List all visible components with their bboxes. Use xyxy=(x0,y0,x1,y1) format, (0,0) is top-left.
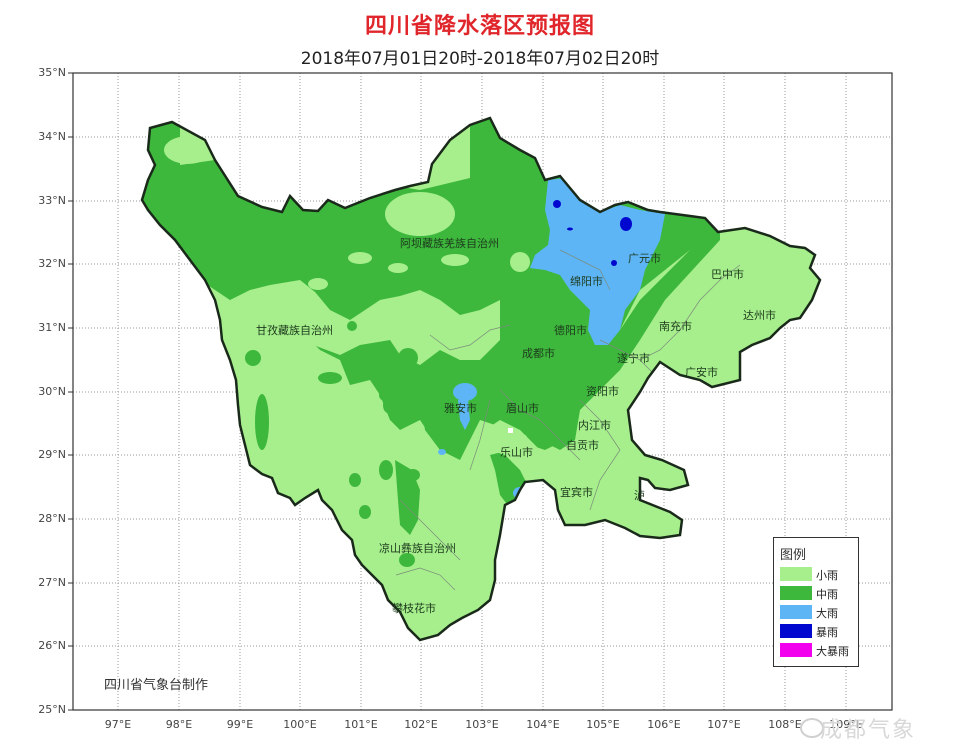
city-label-guangan: 广安市 xyxy=(685,366,718,379)
legend-label: 大雨 xyxy=(816,607,838,620)
region-label-ganzi: 甘孜藏族自治州 xyxy=(256,324,333,337)
lat-label-33: 33°N xyxy=(38,194,66,207)
city-label-guangyuan: 广元市 xyxy=(628,252,661,265)
city-label-deyang: 德阳市 xyxy=(554,324,587,337)
producer-credit: 四川省气象台制作 xyxy=(104,678,209,693)
map-title: 四川省降水落区预报图 xyxy=(364,14,595,39)
lat-label-32: 32°N xyxy=(38,257,66,270)
city-label-leshan: 乐山市 xyxy=(500,446,533,459)
lon-label-100: 100°E xyxy=(283,718,317,731)
legend-label: 小雨 xyxy=(816,569,838,582)
legend-title: 图例 xyxy=(780,548,807,563)
city-label-yibin: 宜宾市 xyxy=(560,486,593,499)
legend-label: 大暴雨 xyxy=(816,645,849,658)
city-label-ziyang: 资阳市 xyxy=(586,385,619,398)
legend-label: 中雨 xyxy=(816,588,838,601)
lat-label-26: 26°N xyxy=(38,639,66,652)
region-label-liangshan: 凉山彝族自治州 xyxy=(379,542,456,555)
watermark: 成都气象 xyxy=(820,718,917,743)
city-label-meishan: 眉山市 xyxy=(506,402,539,415)
city-label-panzhihua: 攀枝花市 xyxy=(392,602,436,615)
moderate-rain-swatch xyxy=(780,586,812,600)
map-subtitle: 2018年07月01日20时-2018年07月02日20时 xyxy=(300,49,660,69)
lon-label-98: 98°E xyxy=(165,718,193,731)
lon-label-107: 107°E xyxy=(707,718,741,731)
legend-label: 暴雨 xyxy=(816,626,838,639)
lat-label-35: 35°N xyxy=(38,66,66,79)
city-label-yaan: 雅安市 xyxy=(444,402,477,415)
weibo-logo-icon xyxy=(800,718,824,738)
rainstorm-swatch xyxy=(780,624,812,638)
lat-label-31: 31°N xyxy=(38,321,66,334)
lon-label-105: 105°E xyxy=(586,718,620,731)
legend: 图例 小雨 中雨 大雨 暴雨 大暴雨 xyxy=(773,537,859,667)
lon-label-109: 109°E xyxy=(829,718,863,731)
heavy-rainstorm-swatch xyxy=(780,643,812,657)
lon-label-104: 104°E xyxy=(526,718,560,731)
city-label-suining: 遂宁市 xyxy=(617,352,650,365)
lon-label-103: 103°E xyxy=(465,718,499,731)
lon-label-101: 101°E xyxy=(344,718,378,731)
lon-label-106: 106°E xyxy=(647,718,681,731)
city-label-luzhou: 泸 xyxy=(634,489,645,502)
region-label-aba: 阿坝藏族羌族自治州 xyxy=(400,237,499,250)
city-label-bazhong: 巴中市 xyxy=(711,268,744,281)
lon-label-99: 99°E xyxy=(226,718,254,731)
city-label-nanchong: 南充市 xyxy=(659,320,692,333)
light-rain-swatch xyxy=(780,567,812,581)
lat-label-29: 29°N xyxy=(38,448,66,461)
lon-label-97: 97°E xyxy=(104,718,132,731)
lat-label-25: 25°N xyxy=(38,703,66,716)
lat-label-28: 28°N xyxy=(38,512,66,525)
city-label-neijiang: 内江市 xyxy=(578,419,611,432)
lon-label-102: 102°E xyxy=(404,718,438,731)
city-label-zigong: 自贡市 xyxy=(566,439,599,452)
lat-label-30: 30°N xyxy=(38,385,66,398)
lat-label-27: 27°N xyxy=(38,576,66,589)
city-label-mianyang: 绵阳市 xyxy=(570,275,603,288)
lat-label-34: 34°N xyxy=(38,130,66,143)
lon-label-108: 108°E xyxy=(768,718,802,731)
city-label-chengdu: 成都市 xyxy=(522,347,555,360)
city-label-dazhou: 达州市 xyxy=(743,309,776,322)
heavy-rain-swatch xyxy=(780,605,812,619)
